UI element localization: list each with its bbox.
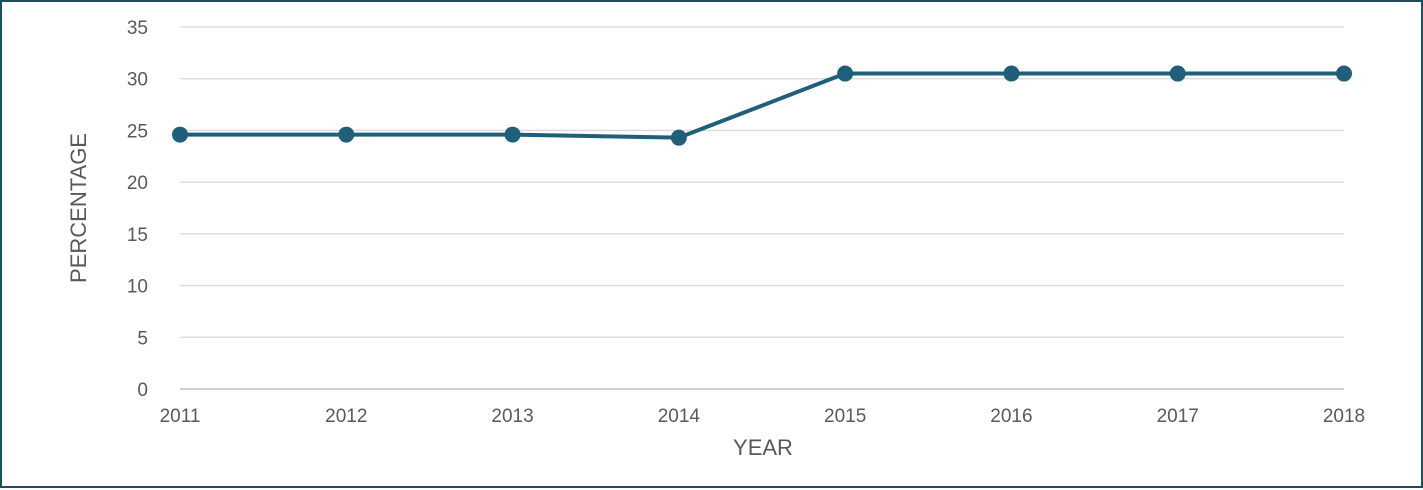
- x-tick-2015: 2015: [824, 406, 866, 427]
- series-line-0: [178, 71, 1346, 140]
- y-tick-35: 35: [127, 18, 148, 39]
- x-tick-labels: 2011 2012 2013 2014 2015 2016 2017 2018: [160, 406, 1366, 427]
- y-axis-title: PERCENTAGE: [66, 133, 91, 283]
- x-axis-title: YEAR: [733, 435, 793, 460]
- data-point-2011: [172, 126, 188, 143]
- x-tick-2016: 2016: [990, 406, 1032, 427]
- x-tick-2014: 2014: [658, 406, 701, 427]
- y-tick-labels: 0 5 10 15 20 25 30 35: [127, 18, 148, 401]
- y-tick-25: 25: [127, 121, 148, 142]
- data-point-2017: [1169, 65, 1186, 82]
- data-point-2015: [837, 65, 854, 82]
- data-point-2016: [1003, 65, 1020, 82]
- gridlines: [180, 26, 1344, 390]
- y-tick-0: 0: [137, 380, 148, 401]
- y-tick-10: 10: [127, 277, 148, 298]
- data-point-2012: [338, 126, 355, 143]
- x-tick-2013: 2013: [491, 406, 533, 427]
- data-point-2013: [504, 126, 521, 143]
- y-tick-20: 20: [127, 173, 148, 194]
- series-group: [172, 65, 1352, 146]
- x-tick-2011: 2011: [160, 406, 201, 427]
- y-tick-15: 15: [127, 225, 148, 246]
- y-tick-5: 5: [137, 328, 148, 349]
- x-tick-2018: 2018: [1323, 406, 1365, 427]
- x-tick-2017: 2017: [1157, 406, 1199, 427]
- data-point-2014: [670, 129, 687, 146]
- y-tick-30: 30: [127, 70, 148, 91]
- data-point-2018: [1336, 65, 1352, 82]
- x-tick-2012: 2012: [325, 406, 367, 427]
